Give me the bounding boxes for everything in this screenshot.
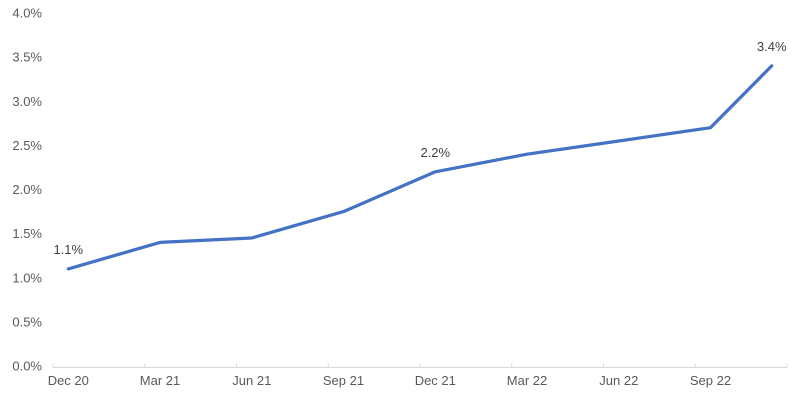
y-axis-label: 0.5%	[12, 314, 42, 329]
y-axis-label: 0.0%	[12, 359, 42, 374]
x-axis-label: Dec 21	[415, 373, 456, 388]
data-label: 3.4%	[757, 39, 787, 54]
x-axis-label: Dec 20	[48, 373, 89, 388]
x-axis-label: Mar 21	[140, 373, 180, 388]
y-axis-label: 1.0%	[12, 270, 42, 285]
data-label: 2.2%	[420, 145, 450, 160]
data-label: 1.1%	[53, 242, 83, 257]
x-axis-label: Mar 22	[507, 373, 547, 388]
y-axis-label: 3.5%	[12, 50, 42, 65]
y-axis-label: 2.5%	[12, 138, 42, 153]
y-axis-label: 3.0%	[12, 94, 42, 109]
x-axis-label: Sep 22	[690, 373, 731, 388]
series-line	[66, 64, 774, 271]
y-axis-label: 2.0%	[12, 182, 42, 197]
y-axis-label: 1.5%	[12, 226, 42, 241]
x-axis-label: Jun 22	[599, 373, 638, 388]
y-axis-label: 4.0%	[12, 6, 42, 21]
x-axis-label: Sep 21	[323, 373, 364, 388]
x-axis-label: Jun 21	[232, 373, 271, 388]
